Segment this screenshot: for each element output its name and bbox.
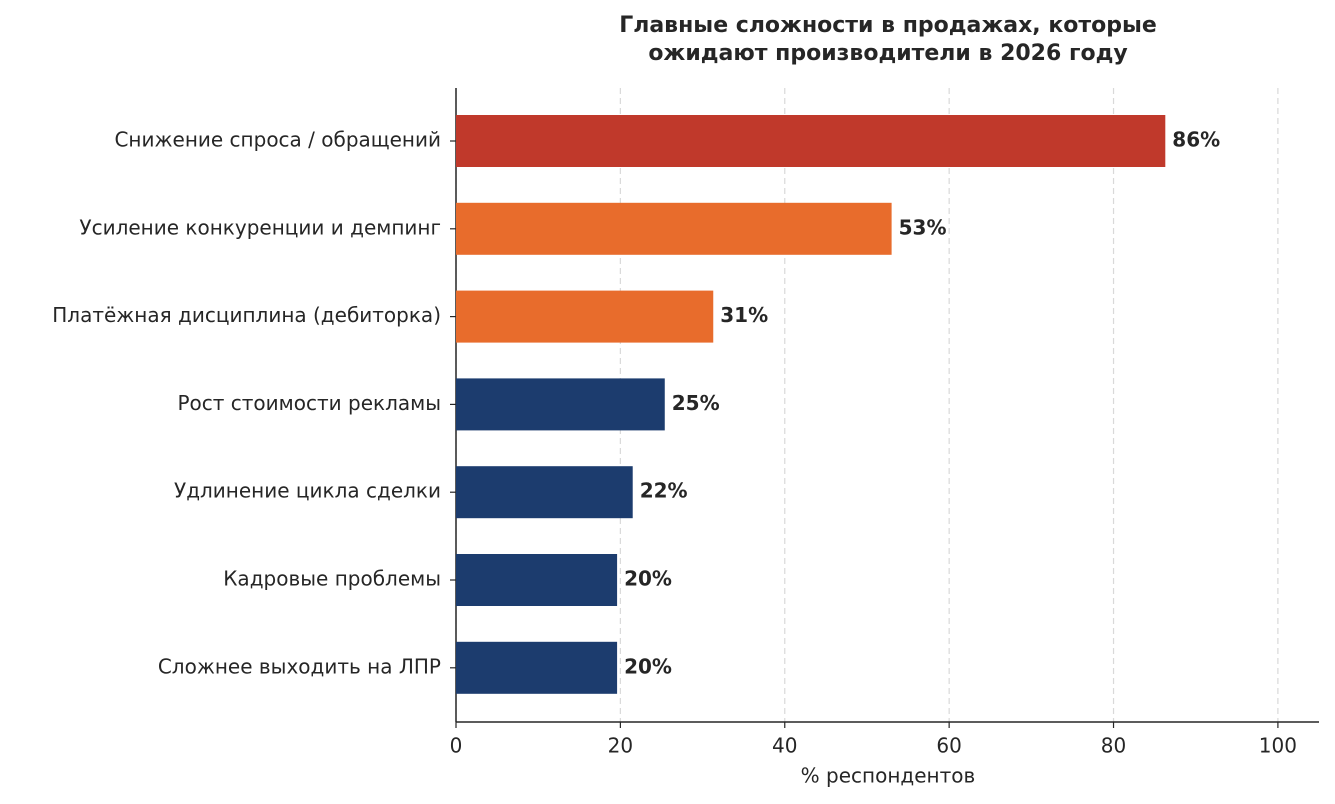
y-tick-label: Кадровые проблемы	[223, 567, 441, 591]
bar	[456, 115, 1166, 167]
bar	[456, 554, 618, 606]
x-tick-label: 0	[450, 734, 463, 758]
bar	[456, 290, 714, 343]
bar	[456, 202, 892, 255]
x-tick-label: 100	[1259, 734, 1297, 758]
y-tick-label: Удлинение цикла сделки	[174, 479, 441, 503]
value-label: 20%	[624, 654, 672, 678]
value-label: 20%	[624, 567, 672, 591]
value-label: 86%	[1172, 128, 1220, 152]
chart-title: ожидают производители в 2026 году	[648, 41, 1127, 66]
bar	[456, 378, 665, 431]
x-tick-label: 20	[608, 734, 633, 758]
x-tick-label: 80	[1101, 734, 1126, 758]
value-label: 31%	[720, 303, 768, 327]
chart-title: Главные сложности в продажах, которые	[619, 13, 1157, 38]
y-tick-label: Снижение спроса / обращений	[114, 128, 441, 152]
bar	[456, 641, 618, 694]
x-axis-label: % респондентов	[801, 764, 976, 788]
value-label: 25%	[672, 391, 720, 415]
bar	[456, 466, 633, 519]
value-label: 53%	[899, 215, 947, 239]
y-tick-label: Сложнее выходить на ЛПР	[158, 654, 441, 678]
value-label: 22%	[640, 479, 688, 503]
y-tick-label: Рост стоимости рекламы	[177, 391, 441, 415]
x-tick-label: 60	[936, 734, 961, 758]
x-tick-label: 40	[772, 734, 797, 758]
y-tick-label: Платёжная дисциплина (дебиторка)	[52, 303, 441, 327]
y-tick-label: Усиление конкуренции и демпинг	[79, 215, 441, 239]
